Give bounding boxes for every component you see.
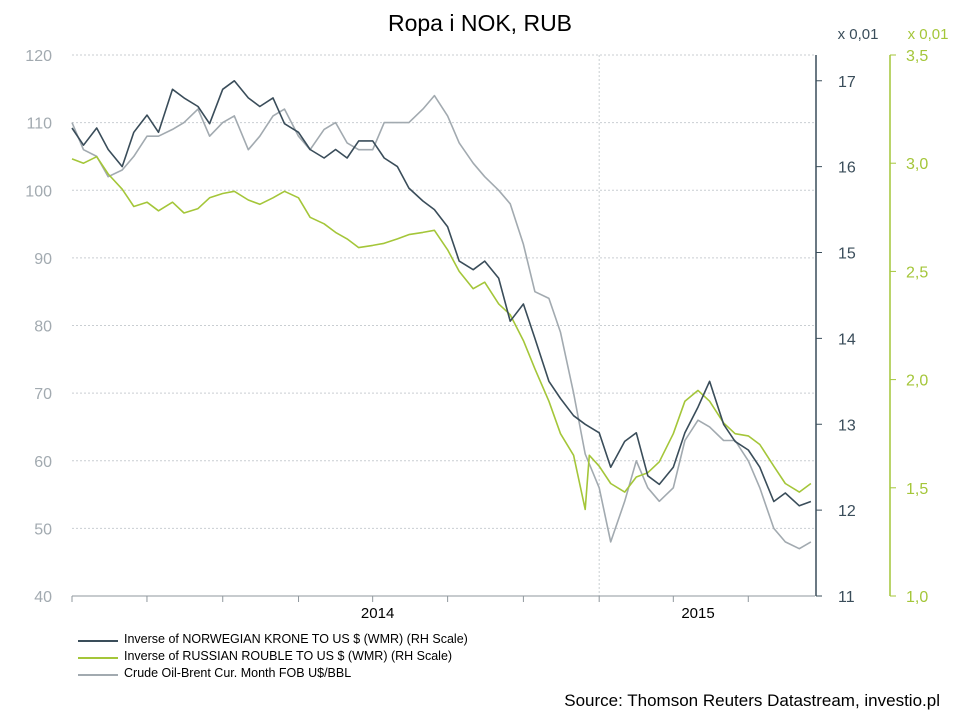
nok-tick-label: 13 xyxy=(838,417,856,434)
rub-tick-label: 3,5 xyxy=(906,48,928,65)
nok-tick-label: 15 xyxy=(838,246,856,263)
rub-tick-label: 3,0 xyxy=(906,156,928,173)
legend-label-rub: Inverse of RUSSIAN ROUBLE TO US $ (WMR) … xyxy=(124,649,453,663)
legend: Inverse of NORWEGIAN KRONE TO US $ (WMR)… xyxy=(78,632,678,683)
left-tick-label: 70 xyxy=(34,386,52,403)
nok-tick-label: 12 xyxy=(838,503,856,520)
legend-item-nok: Inverse of NORWEGIAN KRONE TO US $ (WMR)… xyxy=(78,632,678,649)
left-tick-label: 110 xyxy=(26,116,52,133)
series-line-rub xyxy=(71,155,812,511)
rub-tick-label: 2,0 xyxy=(906,373,928,390)
nok-axis-unit: x 0,01 xyxy=(838,26,879,43)
x-tick-label: 2014 xyxy=(361,605,394,622)
legend-swatch-nok xyxy=(78,640,118,642)
grid xyxy=(72,54,815,596)
series-line-brent xyxy=(71,94,812,550)
series-line-nok xyxy=(71,80,812,507)
legend-swatch-brent xyxy=(78,674,118,676)
left-tick-label: 80 xyxy=(34,319,52,336)
legend-label-nok: Inverse of NORWEGIAN KRONE TO US $ (WMR)… xyxy=(124,632,468,646)
series-lines xyxy=(71,80,812,550)
nok-tick-label: 16 xyxy=(838,160,856,177)
left-tick-label: 60 xyxy=(34,454,52,471)
left-tick-label: 100 xyxy=(25,183,52,200)
rub-tick-label: 2,5 xyxy=(906,264,928,281)
nok-tick-label: 14 xyxy=(838,331,856,348)
nok-tick-label: 11 xyxy=(838,589,855,606)
rub-tick-label: 1,5 xyxy=(906,481,928,498)
left-tick-label: 50 xyxy=(34,521,52,538)
legend-swatch-rub xyxy=(78,657,118,659)
chart-title: Ropa i NOK, RUB xyxy=(388,10,572,36)
legend-label-brent: Crude Oil-Brent Cur. Month FOB U$/BBL xyxy=(124,666,352,680)
source-note: Source: Thomson Reuters Datastream, inve… xyxy=(564,691,940,710)
left-tick-label: 40 xyxy=(34,589,52,606)
left-tick-label: 120 xyxy=(25,48,52,65)
legend-item-rub: Inverse of RUSSIAN ROUBLE TO US $ (WMR) … xyxy=(78,649,678,666)
rub-axis-unit: x 0,01 xyxy=(908,26,949,43)
axes: 40 50 60 70 80 90 100 110 120 2014 2015 11 12 13 14 15 1… xyxy=(25,48,928,622)
left-tick-label: 90 xyxy=(34,251,52,268)
legend-item-brent: Crude Oil-Brent Cur. Month FOB U$/BBL xyxy=(78,666,678,683)
x-tick-label: 2015 xyxy=(681,605,714,622)
rub-tick-label: 1,0 xyxy=(906,589,928,606)
nok-tick-label: 17 xyxy=(838,74,856,91)
